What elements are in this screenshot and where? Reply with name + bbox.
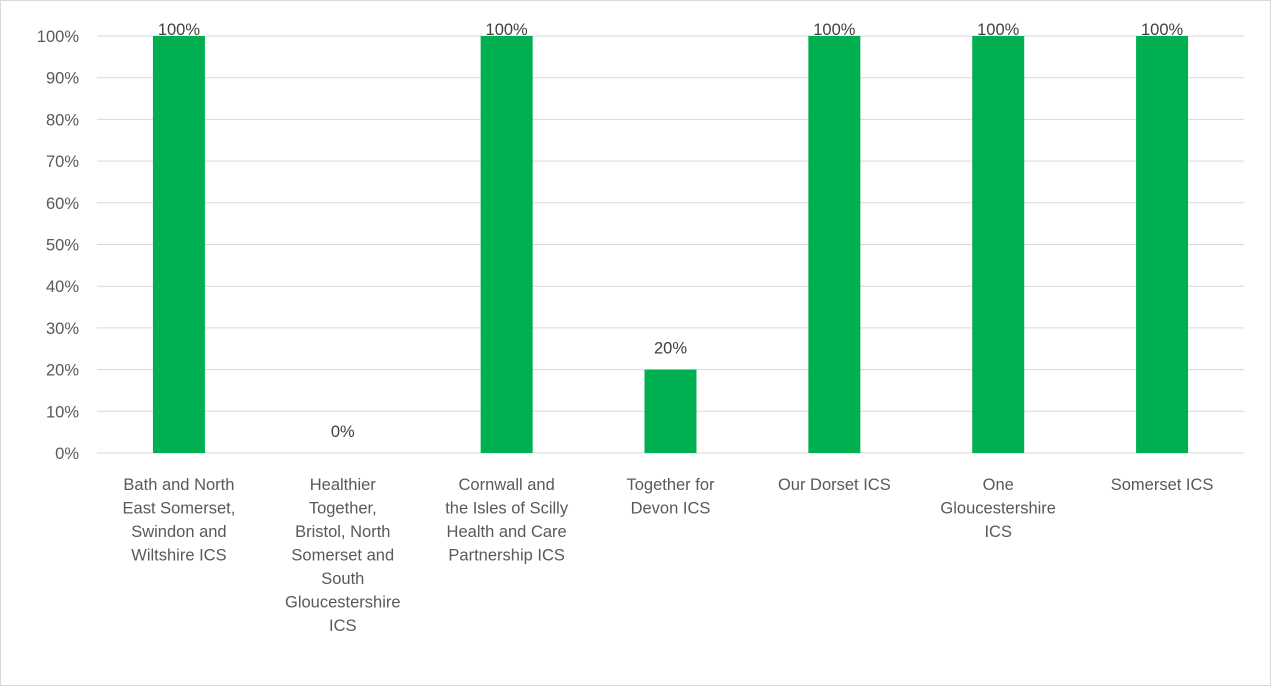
category-label-line: the Isles of Scilly — [445, 500, 569, 518]
data-label: 0% — [331, 423, 355, 441]
y-tick-label: 90% — [46, 70, 79, 88]
data-label: 100% — [486, 21, 529, 39]
category-label: Our Dorset ICS — [778, 476, 891, 494]
category-label-line: Devon ICS — [631, 500, 711, 518]
category-label-line: Together, — [309, 500, 377, 518]
y-tick-label: 60% — [46, 195, 79, 213]
category-label-line: Health and Care — [447, 523, 567, 541]
y-tick-label: 70% — [46, 153, 79, 171]
bar — [972, 36, 1025, 453]
category-label: One Gloucestershire ICS — [940, 476, 1056, 541]
category-label-line: East Somerset, — [123, 500, 236, 518]
category-label-line: Swindon and — [131, 523, 226, 541]
category-label-line: ICS — [329, 617, 357, 635]
data-label: 100% — [158, 21, 201, 39]
category-label-line: Gloucestershire — [285, 594, 401, 612]
y-tick-label: 100% — [37, 28, 80, 46]
bar — [1136, 36, 1189, 453]
x-axis-category-labels: Bath and North East Somerset, Swindon and W… — [123, 476, 1214, 635]
category-label-line: Somerset and — [291, 547, 394, 565]
category-label-line: Gloucestershire — [940, 500, 1056, 518]
category-label: Healthier Together, Bristol, North Somerset… — [285, 476, 401, 635]
bar — [644, 369, 697, 453]
bar — [152, 36, 205, 453]
bars — [152, 36, 1189, 453]
data-label: 100% — [1141, 21, 1184, 39]
data-label: 100% — [977, 21, 1020, 39]
y-axis-tick-labels: 0% 10% 20% 30% 40% 50% 60% 70% 80% 90% 100% — [37, 28, 80, 463]
bar — [808, 36, 861, 453]
y-tick-label: 10% — [46, 403, 79, 421]
y-tick-label: 30% — [46, 320, 79, 338]
category-label-line: Somerset ICS — [1111, 476, 1214, 494]
y-tick-label: 80% — [46, 111, 79, 129]
category-label-line: South — [321, 570, 364, 588]
category-label-line: One — [983, 476, 1014, 494]
gridlines — [97, 35, 1244, 454]
category-label: Together for Devon ICS — [626, 476, 715, 518]
data-label: 100% — [813, 21, 856, 39]
category-label-line: ICS — [984, 523, 1012, 541]
category-label: Bath and North East Somerset, Swindon and W… — [123, 476, 236, 565]
category-label-line: Partnership ICS — [448, 547, 564, 565]
category-label-line: Bath and North — [123, 476, 234, 494]
y-tick-label: 20% — [46, 362, 79, 380]
category-label-line: Together for — [626, 476, 715, 494]
data-labels: 100% 0% 100% 20% 100% 100% 100% — [158, 21, 1184, 441]
y-tick-label: 0% — [55, 445, 79, 463]
y-tick-label: 40% — [46, 278, 79, 296]
y-tick-label: 50% — [46, 237, 79, 255]
category-label: Somerset ICS — [1111, 476, 1214, 494]
data-label: 20% — [654, 340, 687, 358]
category-label-line: Bristol, North — [295, 523, 390, 541]
category-label-line: Healthier — [310, 476, 377, 494]
category-label-line: Wiltshire ICS — [131, 547, 226, 565]
category-label-line: Our Dorset ICS — [778, 476, 891, 494]
category-label-line: Cornwall and — [458, 476, 554, 494]
bar — [480, 36, 533, 453]
category-label: Cornwall and the Isles of Scilly Health an… — [445, 476, 569, 565]
